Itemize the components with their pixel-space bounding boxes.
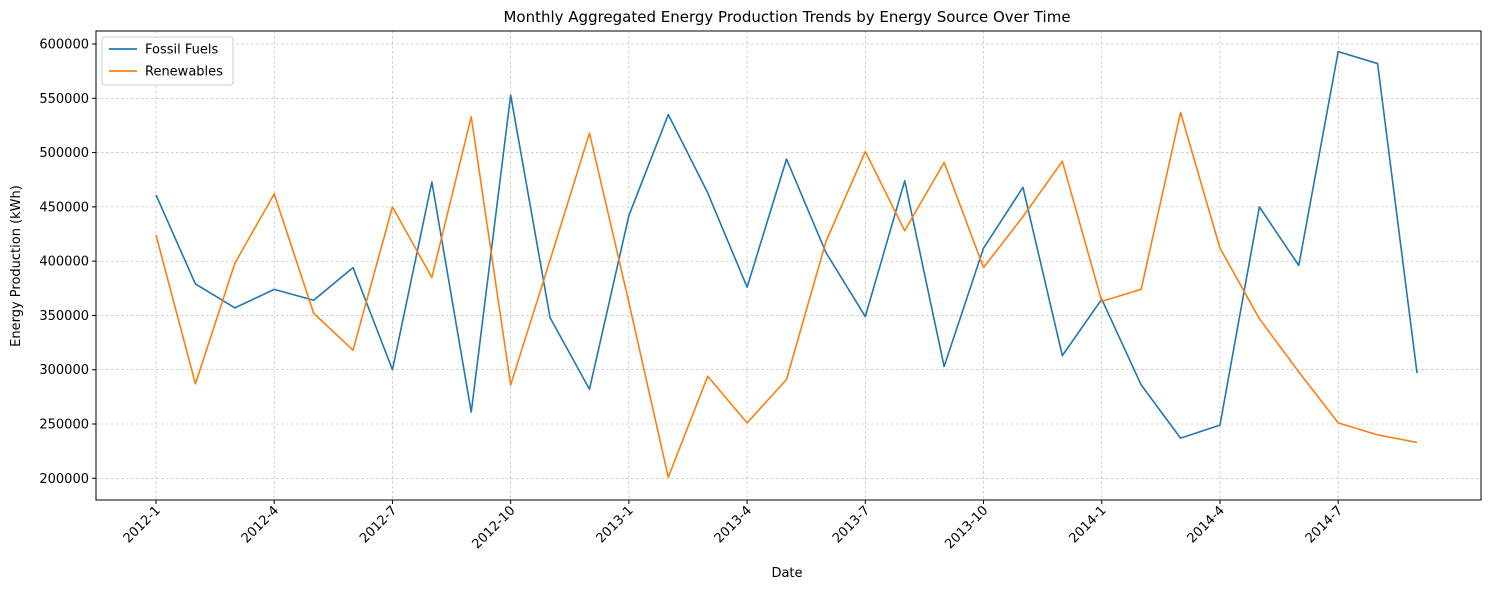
x-tick-label: 2012-10 [469,503,518,552]
x-axis-label: Date [771,566,802,581]
series-layer [155,50,1418,479]
y-tick-label: 400000 [39,255,89,270]
legend: Fossil Fuels Renewables [101,36,234,86]
y-tick-label: 450000 [39,200,89,215]
legend-label: Fossil Fuels [145,43,218,58]
y-axis: 200000 250000 300000 350000 400000 450000 5000… [39,38,96,487]
plot-frame [95,30,1482,501]
chart-title: Monthly Aggregated Energy Production Tre… [503,8,1070,26]
x-tick-label: 2012-4 [239,503,282,546]
x-tick-label: 2013-4 [712,503,755,546]
x-tick-label: 2012-7 [357,503,400,546]
x-tick-label: 2013-1 [594,503,637,546]
y-tick-label: 600000 [39,38,89,53]
y-tick-label: 250000 [39,418,89,433]
y-axis-label: Energy Production (kWh) [9,185,24,347]
legend-label: Renewables [145,65,223,80]
x-axis: 2012-1 2012-4 2012-7 2012-10 2013-1 2013-4 201… [121,500,1346,552]
y-tick-label: 350000 [39,309,89,324]
y-tick-label: 200000 [39,472,89,487]
x-tick-label: 2014-7 [1303,503,1346,546]
x-tick-label: 2013-7 [830,503,873,546]
x-tick-label: 2012-1 [121,503,164,546]
y-tick-label: 550000 [39,92,89,107]
x-tick-label: 2013-10 [942,503,991,552]
y-tick-label: 500000 [39,146,89,161]
series-line-renewables [155,111,1418,479]
x-tick-label: 2014-4 [1185,503,1228,546]
y-tick-label: 300000 [39,363,89,378]
grid [96,31,1481,500]
x-tick-label: 2014-1 [1066,503,1109,546]
